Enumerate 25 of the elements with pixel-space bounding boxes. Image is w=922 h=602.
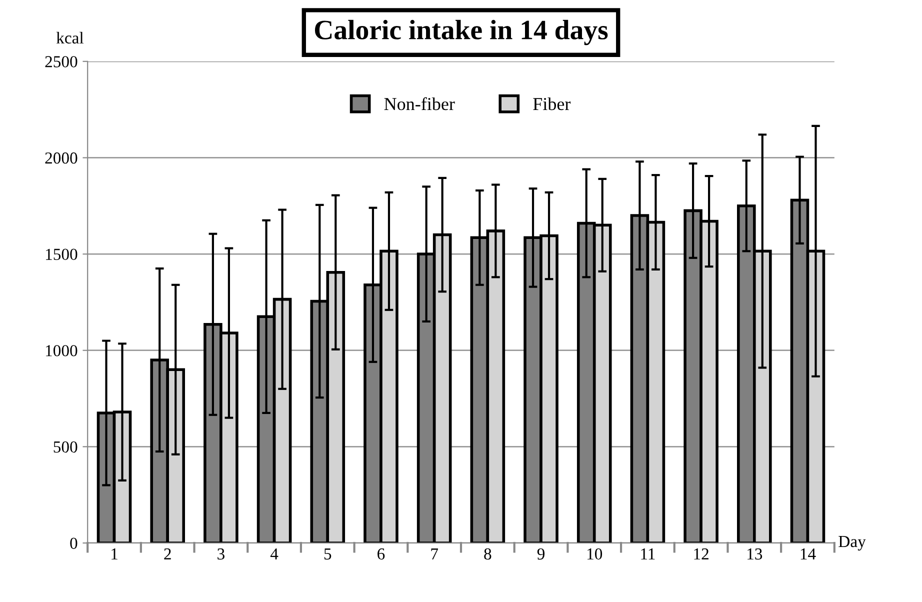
x-tick-label: 10 — [587, 548, 602, 560]
x-tick-label: 13 — [748, 548, 762, 560]
y-tick-label: 0 — [70, 538, 78, 549]
x-tick-label: 2 — [164, 548, 171, 560]
x-tick-label: 9 — [537, 548, 544, 560]
y-tick-label: 1000 — [46, 345, 78, 356]
x-tick-label: 3 — [218, 548, 224, 560]
y-axis-title: kcal — [56, 32, 84, 44]
legend-label: Fiber — [533, 97, 571, 110]
legend-label: Non-fiber — [384, 97, 455, 110]
x-tick-label: 4 — [270, 548, 278, 560]
y-tick-label: 1500 — [46, 248, 78, 260]
y-tick-label: 2500 — [45, 56, 78, 68]
x-tick-label: 7 — [431, 548, 438, 560]
x-tick-label: 6 — [378, 548, 385, 560]
x-tick-label: 12 — [694, 548, 708, 560]
x-tick-label: 5 — [324, 548, 332, 560]
chart-title: Caloric intake in 14 days — [314, 20, 608, 46]
x-tick-label: 11 — [641, 548, 655, 560]
x-tick-label: 1 — [112, 548, 118, 560]
x-axis-title: Day — [838, 536, 866, 551]
y-tick-label: 500 — [54, 441, 78, 453]
x-tick-label: 14 — [800, 548, 816, 560]
x-tick-label: 8 — [484, 548, 492, 560]
y-tick-label: 2000 — [45, 152, 78, 164]
